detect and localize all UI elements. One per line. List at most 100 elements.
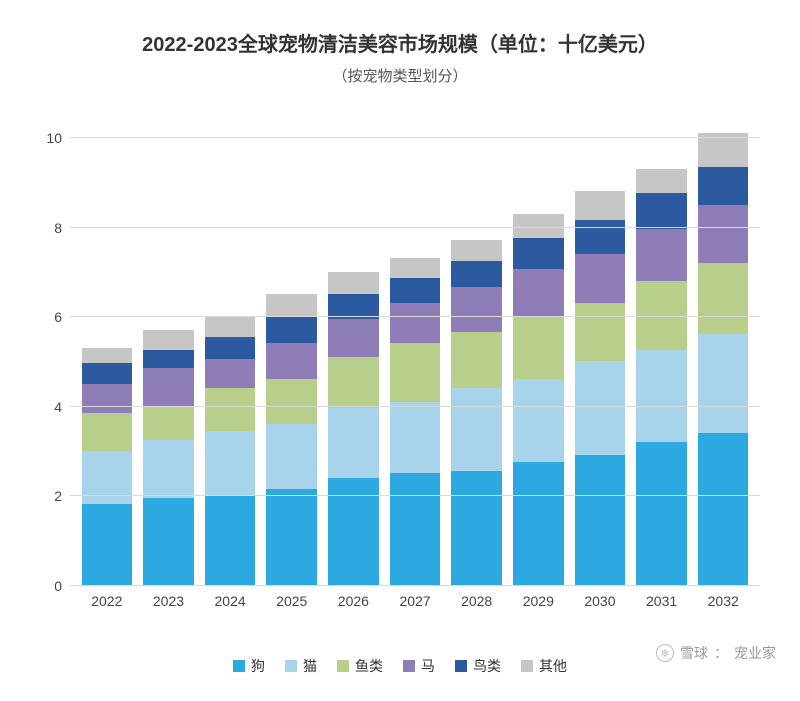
bar-segment-horse — [328, 319, 379, 357]
stacked-bar — [575, 191, 626, 585]
bar-column: 2031 — [631, 116, 693, 585]
legend-swatch — [233, 660, 245, 672]
x-tick-label: 2024 — [215, 593, 246, 609]
legend-swatch — [403, 660, 415, 672]
watermark-platform: 雪球 — [680, 643, 708, 663]
bar-segment-other — [143, 330, 194, 350]
legend-label: 狗 — [251, 656, 265, 676]
gridline — [70, 316, 760, 317]
stacked-bar — [451, 240, 502, 585]
bar-segment-cat — [636, 350, 687, 442]
y-tick-label: 0 — [54, 578, 62, 594]
bar-segment-other — [513, 214, 564, 239]
bar-segment-fish — [266, 379, 317, 424]
bar-segment-dog — [82, 504, 133, 585]
bar-segment-dog — [636, 442, 687, 585]
bar-segment-bird — [266, 316, 317, 343]
x-tick-label: 2028 — [461, 593, 492, 609]
bar-segment-other — [636, 169, 687, 194]
stacked-bar — [513, 214, 564, 585]
bar-column: 2025 — [261, 116, 323, 585]
y-tick-label: 10 — [46, 130, 62, 146]
bar-segment-fish — [575, 303, 626, 361]
stacked-bar — [266, 294, 317, 585]
bar-segment-dog — [513, 462, 564, 585]
plot-area: 0246810 20222023202420252026202720282029… — [70, 116, 760, 616]
bar-segment-cat — [328, 408, 379, 477]
snowball-icon: ❄ — [656, 644, 674, 662]
bar-segment-horse — [575, 254, 626, 303]
gridline — [70, 495, 760, 496]
stacked-bar — [143, 330, 194, 585]
x-tick-label: 2027 — [399, 593, 430, 609]
bar-segment-bird — [82, 363, 133, 383]
bar-column: 2023 — [138, 116, 200, 585]
bar-segment-other — [205, 316, 256, 336]
x-tick-label: 2030 — [584, 593, 615, 609]
bar-segment-horse — [205, 359, 256, 388]
bar-segment-fish — [328, 357, 379, 408]
chart-title: 2022-2023全球宠物清洁美容市场规模（单位：十亿美元） — [30, 28, 770, 57]
bar-column: 2028 — [446, 116, 508, 585]
legend-label: 其他 — [539, 656, 567, 676]
x-tick-label: 2023 — [153, 593, 184, 609]
bar-segment-horse — [451, 287, 502, 332]
bar-column: 2030 — [569, 116, 631, 585]
bar-segment-dog — [328, 478, 379, 585]
x-tick-label: 2029 — [523, 593, 554, 609]
stacked-bar — [205, 316, 256, 585]
bar-segment-cat — [575, 361, 626, 455]
y-tick-label: 8 — [54, 220, 62, 236]
bar-segment-fish — [451, 332, 502, 388]
bar-segment-fish — [82, 413, 133, 451]
bar-segment-bird — [513, 238, 564, 269]
bar-segment-cat — [390, 402, 441, 474]
bar-column: 2024 — [199, 116, 261, 585]
bar-segment-dog — [143, 498, 194, 585]
y-tick-label: 6 — [54, 309, 62, 325]
bar-segment-cat — [205, 431, 256, 496]
bar-segment-dog — [390, 473, 441, 585]
bar-segment-horse — [698, 205, 749, 263]
stacked-bar — [328, 272, 379, 585]
bar-segment-other — [266, 294, 317, 316]
legend-item-other: 其他 — [521, 656, 567, 676]
legend-swatch — [337, 660, 349, 672]
legend-item-bird: 鸟类 — [455, 656, 501, 676]
bar-segment-fish — [636, 281, 687, 350]
legend-item-horse: 马 — [403, 656, 435, 676]
chart-subtitle: （按宠物类型划分） — [30, 65, 770, 86]
bar-segment-cat — [266, 424, 317, 489]
bar-segment-horse — [266, 343, 317, 379]
y-tick-label: 4 — [54, 399, 62, 415]
gridline — [70, 406, 760, 407]
y-axis: 0246810 — [30, 116, 70, 586]
bar-segment-other — [451, 240, 502, 260]
legend-label: 马 — [421, 656, 435, 676]
legend-item-dog: 狗 — [233, 656, 265, 676]
bar-segment-dog — [266, 489, 317, 585]
bar-segment-bird — [575, 220, 626, 254]
bar-segment-other — [390, 258, 441, 278]
bar-segment-bird — [698, 167, 749, 205]
bar-segment-bird — [328, 294, 379, 319]
watermark-sep: ： — [714, 643, 728, 663]
bar-column: 2032 — [692, 116, 754, 585]
stacked-bar — [636, 169, 687, 585]
stacked-bar — [390, 258, 441, 585]
bar-segment-other — [575, 191, 626, 220]
bar-segment-fish — [143, 406, 194, 440]
bar-segment-fish — [390, 343, 441, 401]
legend-label: 鸟类 — [473, 656, 501, 676]
bar-column: 2027 — [384, 116, 446, 585]
x-tick-label: 2031 — [646, 593, 677, 609]
legend-swatch — [285, 660, 297, 672]
x-tick-label: 2032 — [708, 593, 739, 609]
x-tick-label: 2026 — [338, 593, 369, 609]
legend-label: 鱼类 — [355, 656, 383, 676]
bar-segment-other — [328, 272, 379, 294]
bar-segment-fish — [513, 316, 564, 379]
bar-segment-dog — [205, 495, 256, 585]
bar-column: 2022 — [76, 116, 138, 585]
bars-area: 2022202320242025202620272028202920302031… — [70, 116, 760, 586]
